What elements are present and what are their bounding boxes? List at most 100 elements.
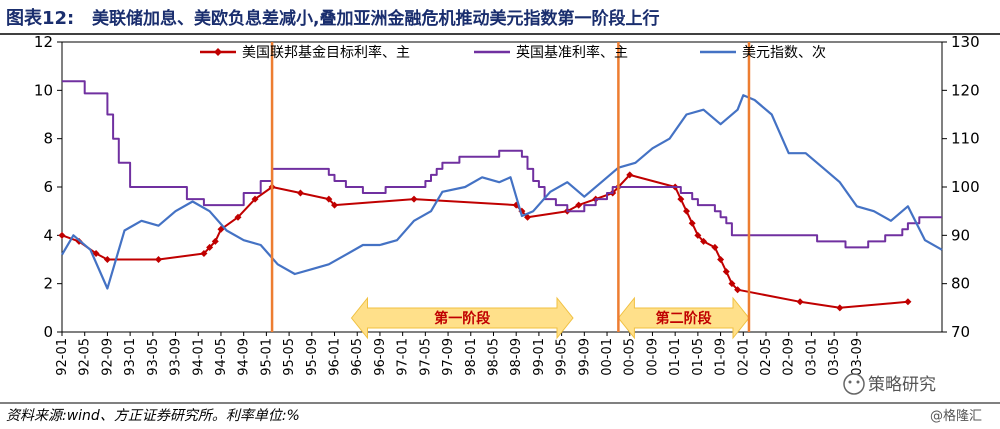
x-tick-label: 98-01: [464, 338, 479, 376]
x-tick-label: 93-09: [169, 338, 184, 376]
series-line-2: [61, 94, 943, 290]
x-axis: 92-01 92-05 92-09 93-01 93-05 93-09 94-01 94-05…: [55, 332, 865, 376]
x-tick-label: 97-05: [418, 338, 433, 376]
right-y-tick-label: 70: [951, 323, 970, 341]
x-tick-label: 97-09: [441, 338, 456, 376]
wechat-icon-eye-left: [848, 380, 852, 384]
x-tick-label: 94-01: [191, 338, 206, 376]
series-point: [103, 256, 111, 263]
x-tick-label: 92-01: [55, 338, 70, 376]
x-tick-label: 95-01: [259, 338, 274, 376]
right-y-tick-label: 130: [951, 33, 980, 51]
legend: 美国联邦基金目标利率、主 英国基准利率、主 美元指数、次: [200, 44, 826, 61]
x-tick-label: 95-05: [282, 338, 297, 376]
x-tick-label: 97-01: [396, 338, 411, 376]
x-tick-label: 96-09: [373, 338, 388, 376]
left-y-tick-label: 6: [43, 178, 53, 196]
legend-label: 美国联邦基金目标利率、主: [242, 44, 410, 61]
right-y-tick-label: 120: [951, 81, 980, 99]
x-tick-label: 01-01: [668, 338, 683, 376]
series-point: [325, 195, 333, 203]
x-tick-label: 93-01: [123, 338, 138, 376]
x-tick-label: 92-09: [100, 338, 115, 376]
x-tick-label: 01-05: [691, 338, 706, 376]
stage-arrow: [350, 296, 574, 340]
x-tick-label: 03-05: [827, 338, 842, 376]
series-point: [251, 195, 259, 203]
series-point: [717, 256, 725, 263]
series-point: [796, 298, 804, 306]
series-point: [92, 249, 100, 257]
x-tick-label: 03-01: [804, 338, 819, 376]
left-y-tick-label: 2: [43, 275, 53, 293]
legend-marker: [214, 48, 222, 56]
x-tick-label: 99-01: [532, 338, 547, 376]
x-tick-label: 96-05: [350, 338, 365, 376]
wechat-watermark: 策略研究: [843, 373, 936, 395]
wechat-icon-eye-right: [856, 380, 860, 384]
x-tick-label: 98-09: [509, 338, 524, 376]
x-tick-label: 99-09: [577, 338, 592, 376]
series-point: [626, 171, 634, 179]
series-point: [234, 213, 242, 221]
figure-label: 图表12:: [6, 7, 74, 29]
stage-label: 第二阶段: [656, 310, 712, 327]
x-tick-label: 03-09: [850, 338, 865, 376]
vertical-markers: [270, 42, 751, 332]
series-point: [904, 298, 912, 306]
left-y-tick-label: 4: [43, 226, 53, 244]
x-tick-label: 00-01: [600, 338, 615, 376]
series-line-1: [62, 80, 942, 249]
plot-area: [61, 41, 943, 333]
right-y-axis: 70 80 90 100 110 120 130: [942, 33, 980, 341]
series-point: [711, 243, 719, 251]
series-point: [296, 189, 304, 197]
series-point: [700, 237, 708, 245]
left-y-tick-label: 10: [34, 81, 53, 99]
stage-label: 第一阶段: [434, 310, 490, 327]
x-tick-label: 00-09: [645, 338, 660, 376]
series-point: [331, 201, 339, 209]
wechat-watermark-text: 策略研究: [868, 375, 936, 395]
x-tick-label: 96-01: [328, 338, 343, 376]
series-point: [211, 237, 219, 245]
legend-label: 美元指数、次: [742, 45, 826, 61]
series-point: [688, 219, 696, 227]
stage-annotations: 第一阶段 第二阶段: [350, 296, 750, 340]
left-y-axis: 0 2 4 6 8 10 12: [34, 33, 62, 341]
right-y-tick-label: 110: [951, 130, 980, 148]
x-tick-label: 94-05: [214, 338, 229, 376]
x-tick-label: 01-09: [714, 338, 729, 376]
left-y-tick-label: 0: [43, 323, 53, 341]
series-point: [575, 201, 583, 209]
x-tick-label: 92-05: [78, 338, 93, 376]
right-y-tick-label: 100: [951, 178, 980, 196]
left-y-tick-label: 8: [43, 130, 53, 148]
series-point: [683, 207, 691, 215]
series-point: [200, 249, 208, 257]
series-layer: [58, 80, 943, 312]
series-point: [206, 243, 214, 251]
wechat-icon: [843, 373, 865, 395]
series-point: [734, 286, 742, 294]
series-point: [722, 268, 730, 276]
x-tick-label: 98-05: [486, 338, 501, 376]
right-y-tick-label: 80: [951, 275, 970, 293]
series-point: [694, 231, 702, 239]
series-point: [677, 195, 685, 203]
x-tick-label: 02-09: [782, 338, 797, 376]
x-tick-label: 94-09: [237, 338, 252, 376]
figure-title: 美联储加息、美欧负息差减小,叠加亚洲金融危机推动美元指数第一阶段上行: [92, 8, 659, 29]
series-point: [155, 256, 163, 263]
left-y-tick-label: 12: [34, 33, 53, 51]
x-tick-label: 99-05: [555, 338, 570, 376]
x-tick-label: 02-01: [736, 338, 751, 376]
x-tick-label: 02-05: [759, 338, 774, 376]
x-tick-label: 00-05: [623, 338, 638, 376]
brand-watermark: @格隆汇: [930, 408, 982, 424]
x-tick-label: 95-09: [305, 338, 320, 376]
legend-label: 英国基准利率、主: [516, 44, 628, 61]
source-note: 资料来源:wind、方正证券研究所。利率单位:%: [6, 408, 300, 424]
x-tick-label: 93-05: [146, 338, 161, 376]
